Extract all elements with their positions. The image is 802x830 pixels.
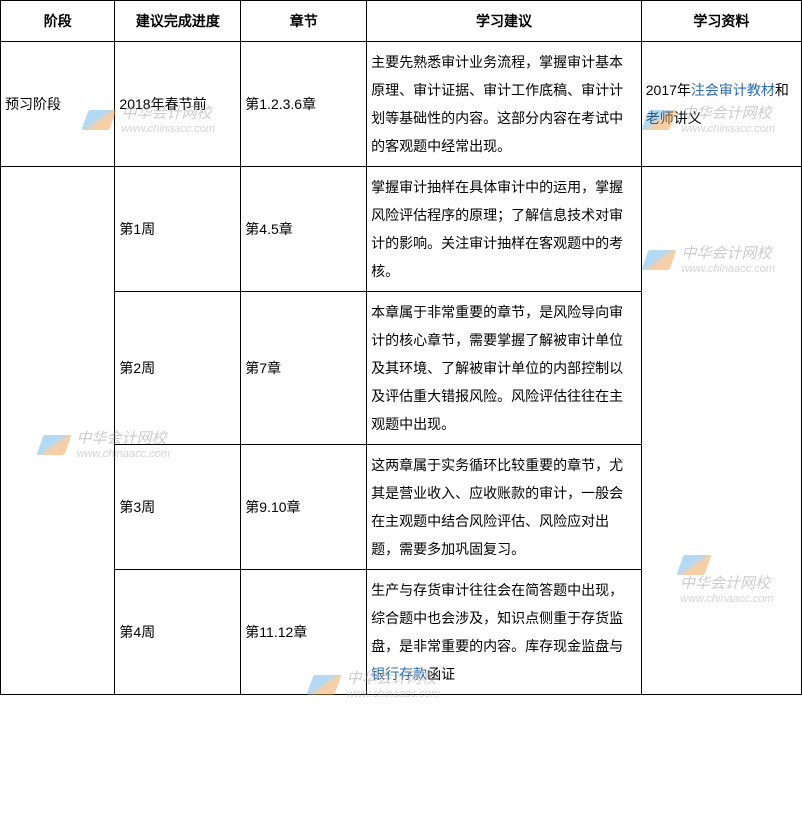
cell-advice: 主要先熟悉审计业务流程，掌握审计基本原理、审计证据、审计工作底稿、审计计划等基础…	[367, 42, 642, 167]
cell-progress: 第3周	[115, 445, 241, 570]
header-chapter: 章节	[241, 1, 367, 42]
cell-chapter: 第11.12章	[241, 570, 367, 695]
cell-progress: 第1周	[115, 167, 241, 292]
cell-advice: 生产与存货审计往往会在简答题中出现，综合题中也会涉及，知识点侧重于存货监盘，是非…	[367, 570, 642, 695]
cell-chapter: 第7章	[241, 292, 367, 445]
header-progress: 建议完成进度	[115, 1, 241, 42]
cell-chapter: 第4.5章	[241, 167, 367, 292]
material-prefix: 2017年	[646, 82, 691, 98]
cell-stage: 预习阶段	[1, 42, 115, 167]
header-stage: 阶段	[1, 1, 115, 42]
cell-stage-group	[1, 167, 115, 695]
cell-progress: 第4周	[115, 570, 241, 695]
advice-suffix: 函证	[427, 666, 455, 682]
header-advice: 学习建议	[367, 1, 642, 42]
material-link[interactable]: 注会审计教材	[691, 82, 775, 98]
cell-material: 2017年注会审计教材和老师讲义	[641, 42, 801, 167]
header-material: 学习资料	[641, 1, 801, 42]
cell-advice: 掌握审计抽样在具体审计中的运用，掌握风险评估程序的原理；了解信息技术对审计的影响…	[367, 167, 642, 292]
table-row: 预习阶段 2018年春节前 第1.2.3.6章 主要先熟悉审计业务流程，掌握审计…	[1, 42, 802, 167]
study-plan-table: 阶段 建议完成进度 章节 学习建议 学习资料 预习阶段 2018年春节前 第1.…	[0, 0, 802, 695]
cell-chapter: 第1.2.3.6章	[241, 42, 367, 167]
header-row: 阶段 建议完成进度 章节 学习建议 学习资料	[1, 1, 802, 42]
advice-prefix: 生产与存货审计往往会在简答题中出现，综合题中也会涉及，知识点侧重于存货监盘，是非…	[371, 582, 623, 654]
cell-chapter: 第9.10章	[241, 445, 367, 570]
cell-progress: 2018年春节前	[115, 42, 241, 167]
cell-advice: 这两章属于实务循环比较重要的章节，尤其是营业收入、应收账款的审计，一般会在主观题…	[367, 445, 642, 570]
table-row: 第1周 第4.5章 掌握审计抽样在具体审计中的运用，掌握风险评估程序的原理；了解…	[1, 167, 802, 292]
cell-progress: 第2周	[115, 292, 241, 445]
cell-material-empty	[641, 167, 801, 695]
cell-advice: 本章属于非常重要的章节，是风险导向审计的核心章节，需要掌握了解被审计单位及其环境…	[367, 292, 642, 445]
advice-link[interactable]: 银行存款	[371, 666, 427, 682]
